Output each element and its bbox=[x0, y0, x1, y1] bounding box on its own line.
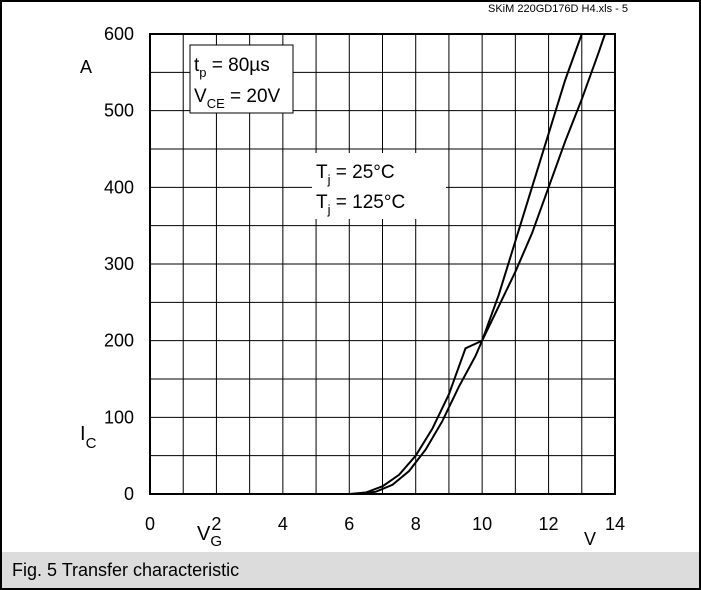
y-tick-label: 400 bbox=[104, 177, 134, 197]
y-tick-label: 200 bbox=[104, 331, 134, 351]
y-axis-label-main: I bbox=[80, 423, 86, 445]
params-line-1: tp = 80µs bbox=[194, 55, 270, 80]
temperature-box: Tj = 25°C Tj = 125°C bbox=[312, 153, 446, 219]
y-axis-label-sub: C bbox=[86, 435, 97, 452]
y-tick-label: 600 bbox=[104, 24, 134, 44]
x-tick-label: 6 bbox=[344, 514, 354, 534]
x-axis-label: VG bbox=[197, 523, 222, 550]
x-tick-label: 4 bbox=[278, 514, 288, 534]
plot-border bbox=[149, 33, 616, 495]
y-unit-label: A bbox=[80, 57, 92, 77]
params-line-2: VCE = 20V bbox=[194, 86, 281, 111]
transfer-characteristic-chart: 0 2 4 6 8 10 12 14 0 100 200 300 400 500 600 SKiM 220… bbox=[80, 3, 628, 550]
x-axis-label-sub: G bbox=[210, 533, 222, 550]
x-tick-label: 8 bbox=[411, 514, 421, 534]
y-axis-label: IC bbox=[80, 423, 97, 452]
series-lines bbox=[349, 33, 606, 495]
params-box: tp = 80µs VCE = 20V bbox=[189, 44, 294, 114]
temperature-line-2: Tj = 125°C bbox=[316, 192, 405, 217]
figure-caption-bar: Fig. 5 Transfer characteristic bbox=[2, 552, 699, 588]
y-tick-label: 100 bbox=[104, 407, 134, 427]
y-tick-label: 500 bbox=[104, 101, 134, 121]
y-tick-label: 0 bbox=[124, 484, 134, 504]
x-tick-label: 12 bbox=[539, 514, 559, 534]
x-unit-label: V bbox=[584, 529, 596, 549]
source-tag: SKiM 220GD176D H4.xls - 5 bbox=[488, 3, 628, 15]
series-line-2 bbox=[359, 33, 606, 495]
y-tick-label: 300 bbox=[104, 254, 134, 274]
grid bbox=[150, 34, 615, 494]
x-tick-label: 14 bbox=[605, 514, 625, 534]
y-tick-labels: 0 100 200 300 400 500 600 bbox=[104, 24, 134, 504]
x-tick-label: 0 bbox=[145, 514, 155, 534]
temperature-line-1: Tj = 25°C bbox=[316, 162, 395, 187]
x-axis-label-main: V bbox=[197, 523, 211, 545]
x-tick-label: 10 bbox=[472, 514, 492, 534]
x-tick-labels: 0 2 4 6 8 10 12 14 bbox=[145, 514, 625, 534]
series-line-1 bbox=[349, 33, 583, 495]
x-tick-label: 2 bbox=[211, 514, 221, 534]
figure-caption: Fig. 5 Transfer characteristic bbox=[12, 560, 240, 580]
